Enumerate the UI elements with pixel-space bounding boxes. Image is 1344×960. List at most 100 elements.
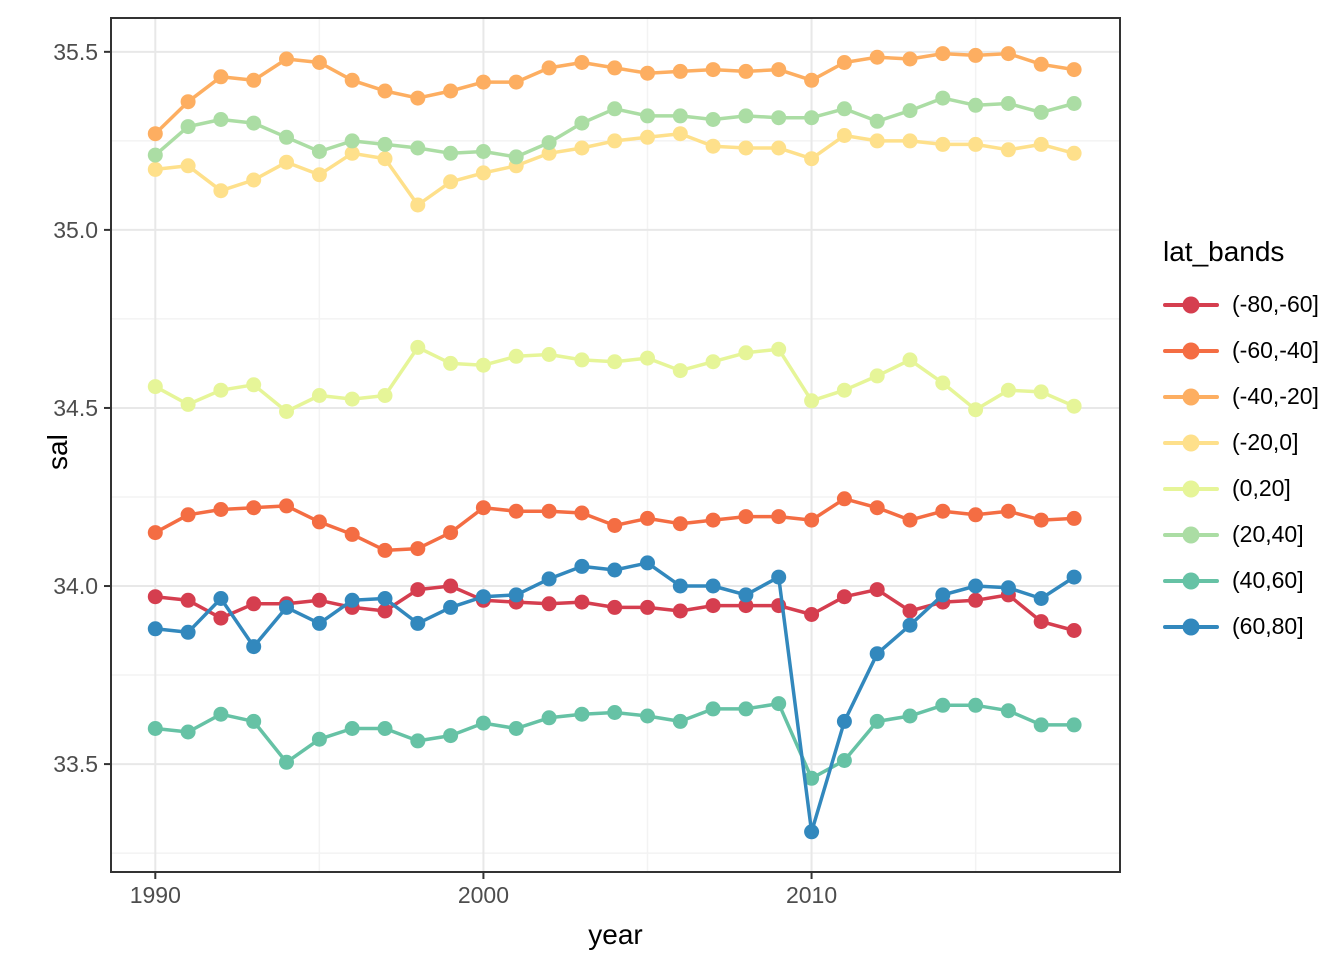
data-point xyxy=(508,74,524,90)
x-axis-title: year xyxy=(588,919,643,950)
data-point xyxy=(443,728,459,744)
data-point xyxy=(180,158,196,174)
data-point xyxy=(1033,591,1049,606)
data-point xyxy=(607,518,623,533)
data-point xyxy=(1066,569,1082,585)
data-point xyxy=(180,119,196,135)
data-point xyxy=(869,713,885,729)
data-point xyxy=(804,72,820,88)
data-point xyxy=(475,357,491,373)
data-point xyxy=(705,578,721,594)
data-point xyxy=(640,65,655,81)
data-point xyxy=(475,500,491,516)
data-point xyxy=(1033,512,1049,528)
data-point xyxy=(311,615,327,631)
legend-entry: (-20,0] xyxy=(1163,420,1319,466)
data-point xyxy=(344,526,360,542)
data-point xyxy=(574,594,590,610)
data-point xyxy=(902,617,918,633)
data-point xyxy=(836,101,852,117)
data-point xyxy=(213,183,229,199)
data-point xyxy=(443,578,459,594)
legend-entry: (60,80] xyxy=(1163,604,1319,650)
legend-entry: (20,40] xyxy=(1163,512,1319,558)
legend-key-icon xyxy=(1163,339,1219,363)
data-point xyxy=(410,615,426,631)
data-point xyxy=(1000,503,1016,519)
data-point xyxy=(738,509,754,525)
data-point xyxy=(869,368,885,384)
data-point xyxy=(804,607,820,622)
y-tick-label: 34.0 xyxy=(53,573,98,599)
data-point xyxy=(246,172,262,188)
data-point xyxy=(738,63,754,79)
legend-label: (-80,-60] xyxy=(1232,291,1319,318)
data-point xyxy=(574,505,590,521)
data-point xyxy=(213,382,229,398)
data-point xyxy=(902,603,918,619)
data-point xyxy=(1066,96,1082,111)
data-point xyxy=(180,94,196,110)
data-point xyxy=(1066,145,1082,161)
data-point xyxy=(607,354,623,370)
data-point xyxy=(771,62,787,78)
legend-key-icon xyxy=(1163,477,1219,501)
data-point xyxy=(508,348,524,364)
x-tick-label: 1990 xyxy=(130,882,181,908)
data-point xyxy=(1066,510,1082,526)
data-point xyxy=(771,569,787,585)
data-point xyxy=(443,599,459,615)
legend-entries: (-80,-60] (-60,-40] (-40,-20] (-20,0] (0,20]… xyxy=(1163,282,1319,650)
data-point xyxy=(147,589,163,605)
data-point xyxy=(410,541,426,557)
legend: lat_bands (-80,-60] (-60,-40] (-40,-20] (-2… xyxy=(1163,236,1319,650)
legend-key-icon xyxy=(1163,293,1219,317)
data-point xyxy=(869,113,885,129)
data-point xyxy=(902,51,918,67)
data-point xyxy=(410,582,426,598)
data-point xyxy=(344,145,360,161)
data-point xyxy=(1033,56,1049,72)
data-point xyxy=(147,525,163,541)
data-point xyxy=(279,754,294,770)
data-point xyxy=(213,610,229,626)
data-point xyxy=(574,140,590,156)
x-tick-label: 2000 xyxy=(458,882,509,908)
panel-background xyxy=(111,18,1120,872)
data-point xyxy=(344,133,360,149)
data-point xyxy=(902,133,918,149)
data-point xyxy=(508,587,524,603)
data-point xyxy=(672,516,688,532)
data-point xyxy=(541,596,557,612)
data-point xyxy=(574,55,590,70)
data-point xyxy=(443,174,459,190)
data-point xyxy=(246,639,262,655)
data-point xyxy=(180,624,196,640)
data-point xyxy=(1033,384,1049,400)
data-point xyxy=(1066,398,1082,414)
data-point xyxy=(804,770,820,786)
data-point xyxy=(180,507,196,523)
data-point xyxy=(147,126,163,142)
data-point xyxy=(443,83,459,99)
legend-key-icon xyxy=(1163,431,1219,455)
data-point xyxy=(640,510,655,526)
data-point xyxy=(935,587,951,603)
data-point xyxy=(246,115,262,131)
data-point xyxy=(771,140,787,156)
data-point xyxy=(869,49,885,65)
legend-label: (-60,-40] xyxy=(1232,337,1319,364)
data-point xyxy=(672,126,688,142)
data-point xyxy=(771,110,787,126)
data-point xyxy=(804,512,820,528)
data-point xyxy=(968,47,984,63)
data-point xyxy=(836,55,852,70)
data-point xyxy=(213,69,229,85)
legend-label: (60,80] xyxy=(1232,613,1304,640)
data-point xyxy=(705,512,721,528)
data-point xyxy=(968,578,984,594)
data-point xyxy=(147,621,163,637)
data-point xyxy=(804,110,820,126)
data-point xyxy=(935,136,951,152)
